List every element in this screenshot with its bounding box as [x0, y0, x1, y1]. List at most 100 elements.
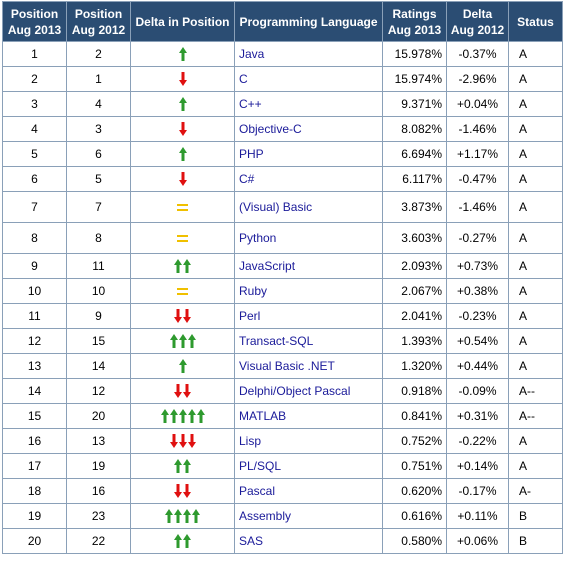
language-cell[interactable]: PL/SQL [234, 453, 383, 479]
delta-position-cell [130, 91, 235, 117]
position-2012-cell: 9 [66, 303, 131, 329]
header-status: Status [508, 1, 563, 42]
delta-position-cell [130, 378, 235, 404]
language-cell[interactable]: C [234, 66, 383, 92]
table-row: 10 10 Ruby 2.067% +0.38% A [2, 278, 563, 304]
arrow-down-icon [183, 484, 191, 499]
movement-indicator [178, 47, 187, 62]
language-cell[interactable]: MATLAB [234, 403, 383, 429]
language-cell[interactable]: C++ [234, 91, 383, 117]
position-2012-cell: 16 [66, 478, 131, 504]
delta-cell: -0.09% [446, 378, 509, 404]
delta-cell: +0.06% [446, 528, 509, 554]
arrow-down-icon [169, 434, 178, 449]
position-2012-cell: 22 [66, 528, 131, 554]
delta-cell: +0.54% [446, 328, 509, 354]
arrow-down-icon [178, 72, 187, 87]
language-cell[interactable]: Python [234, 222, 383, 254]
rating-cell: 6.694% [382, 141, 447, 167]
arrow-up-icon [178, 97, 187, 112]
delta-cell: -0.27% [446, 222, 509, 254]
language-cell[interactable]: Ruby [234, 278, 383, 304]
rating-cell: 3.603% [382, 222, 447, 254]
arrow-up-icon [183, 534, 191, 549]
position-2013-cell: 1 [2, 41, 67, 67]
arrow-up-icon [174, 259, 182, 274]
arrow-up-icon [183, 259, 191, 274]
status-cell: A [508, 191, 563, 223]
header-position-2013-line1: Position [10, 6, 59, 21]
rating-cell: 0.616% [382, 503, 447, 529]
position-2013-cell: 6 [2, 166, 67, 192]
position-2013-cell: 4 [2, 116, 67, 142]
arrow-up-icon [178, 409, 187, 424]
language-cell[interactable]: C# [234, 166, 383, 192]
position-2012-cell: 6 [66, 141, 131, 167]
movement-indicator [178, 147, 187, 162]
header-position-2012: Position Aug 2012 [66, 1, 131, 42]
delta-cell: -0.47% [446, 166, 509, 192]
language-cell[interactable]: Delphi/Object Pascal [234, 378, 383, 404]
language-cell[interactable]: Visual Basic .NET [234, 353, 383, 379]
language-cell[interactable]: Objective-C [234, 116, 383, 142]
movement-indicator [174, 259, 191, 274]
movement-indicator [177, 204, 188, 212]
position-2013-cell: 19 [2, 503, 67, 529]
movement-indicator [174, 384, 191, 399]
table-row: 16 13 Lisp 0.752% -0.22% A [2, 428, 563, 454]
table-row: 2 1 C 15.974% -2.96% A [2, 66, 563, 92]
table-row: 3 4 C++ 9.371% +0.04% A [2, 91, 563, 117]
status-cell: A [508, 222, 563, 254]
delta-cell: +0.44% [446, 353, 509, 379]
arrow-up-icon [187, 334, 196, 349]
movement-indicator [174, 459, 191, 474]
position-2013-cell: 15 [2, 403, 67, 429]
language-cell[interactable]: Assembly [234, 503, 383, 529]
arrow-down-icon [183, 384, 191, 399]
movement-indicator [177, 235, 188, 243]
movement-indicator [174, 484, 191, 499]
position-2012-cell: 19 [66, 453, 131, 479]
header-row: Position Aug 2013 Position Aug 2012 Delta … [2, 1, 563, 42]
arrow-up-icon [169, 334, 178, 349]
language-cell[interactable]: Transact-SQL [234, 328, 383, 354]
language-cell[interactable]: Perl [234, 303, 383, 329]
unchanged-icon [177, 288, 188, 296]
language-cell[interactable]: JavaScript [234, 253, 383, 279]
movement-indicator [178, 97, 187, 112]
language-cell[interactable]: SAS [234, 528, 383, 554]
language-cell[interactable]: (Visual) Basic [234, 191, 383, 223]
position-2013-cell: 8 [2, 222, 67, 254]
language-cell[interactable]: PHP [234, 141, 383, 167]
delta-position-cell [130, 303, 235, 329]
rating-cell: 0.580% [382, 528, 447, 554]
movement-indicator [169, 434, 196, 449]
arrow-up-icon [178, 334, 187, 349]
header-ratings-line1: Ratings [392, 6, 437, 21]
header-delta-position: Delta in Position [130, 1, 235, 42]
movement-indicator [178, 72, 187, 87]
delta-position-cell [130, 403, 235, 429]
position-2012-cell: 3 [66, 116, 131, 142]
header-position-2012-line2: Aug 2012 [71, 22, 126, 37]
position-2013-cell: 11 [2, 303, 67, 329]
delta-position-cell [130, 328, 235, 354]
position-2012-cell: 20 [66, 403, 131, 429]
language-cell[interactable]: Java [234, 41, 383, 67]
status-cell: A [508, 66, 563, 92]
position-2012-cell: 8 [66, 222, 131, 254]
arrow-up-icon [169, 409, 178, 424]
position-2012-cell: 13 [66, 428, 131, 454]
rating-cell: 2.093% [382, 253, 447, 279]
arrow-up-icon [160, 409, 169, 424]
arrow-up-icon [174, 509, 182, 524]
tiobe-ranking-table: Position Aug 2013 Position Aug 2012 Delta … [2, 1, 563, 554]
language-cell[interactable]: Lisp [234, 428, 383, 454]
delta-cell: -0.37% [446, 41, 509, 67]
status-cell: A- [508, 478, 563, 504]
position-2013-cell: 3 [2, 91, 67, 117]
language-cell[interactable]: Pascal [234, 478, 383, 504]
table-row: 8 8 Python 3.603% -0.27% A [2, 222, 563, 254]
delta-position-cell [130, 428, 235, 454]
status-cell: A [508, 166, 563, 192]
